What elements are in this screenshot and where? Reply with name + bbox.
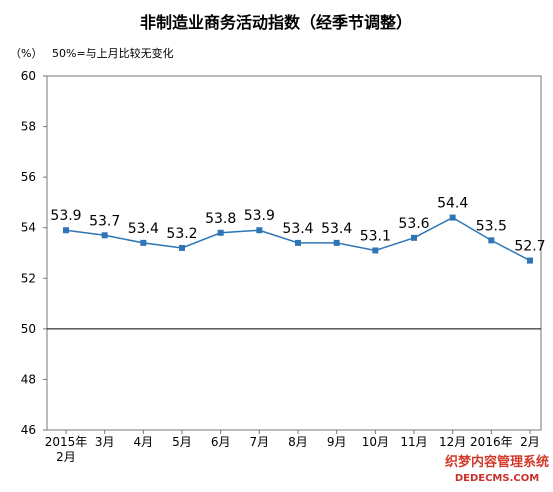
data-point-marker: [256, 227, 263, 234]
data-label: 53.4: [128, 221, 159, 237]
chart-title: 非制造业商务活动指数（经季节调整）: [140, 13, 412, 32]
data-point-marker: [63, 227, 69, 234]
data-label: 53.2: [166, 226, 197, 242]
x-tick-label: 2月: [520, 435, 540, 449]
plot-area-frame: [46, 75, 542, 431]
data-point-marker: [179, 244, 185, 251]
data-label: 53.1: [360, 228, 391, 244]
x-tick-label: 8月: [288, 435, 308, 449]
data-label: 53.8: [205, 211, 236, 227]
data-point-marker: [488, 237, 495, 244]
data-point-marker: [140, 239, 147, 246]
x-tick-label: 12月: [439, 435, 466, 449]
data-point-marker: [411, 234, 417, 241]
x-tick-label: 10月: [362, 435, 389, 449]
data-point-marker: [527, 257, 533, 264]
watermark-line-2: DEDECMS.COM: [455, 473, 539, 484]
y-axis-ticks: 60 58 56 54 52 50 48 46: [21, 69, 47, 437]
x-tick-label: 11月: [400, 435, 427, 449]
y-tick-label: 52: [21, 271, 36, 285]
x-tick-label: 6月: [211, 435, 231, 449]
data-labels-group: 53.9 53.7 53.4 53.2 53.8 53.9 53.4 53.4 53.1 53.6…: [50, 196, 545, 255]
x-axis-ticks: 2015年 2月 3月 4月 5月 6月 7月 8月 9月 10月 11月 12月 2016年 2月: [45, 430, 540, 464]
x-tick-label: 5月: [172, 435, 192, 449]
data-label: 53.5: [476, 218, 507, 234]
y-tick-label: 48: [21, 372, 36, 386]
y-tick-label: 46: [21, 423, 36, 437]
series-group: [63, 214, 533, 264]
data-label: 53.6: [398, 216, 429, 232]
y-tick-label: 60: [21, 69, 36, 83]
data-label: 52.7: [514, 239, 545, 255]
data-label: 54.4: [437, 196, 468, 212]
data-label: 53.9: [50, 208, 81, 224]
y-tick-label: 50: [21, 322, 36, 336]
chart-note: 50%=与上月比较无变化: [52, 46, 174, 60]
data-label: 53.9: [244, 208, 275, 224]
x-tick-label: 7月: [250, 435, 270, 449]
data-point-marker: [333, 239, 340, 246]
data-label: 53.4: [321, 221, 352, 237]
data-point-marker: [101, 232, 108, 239]
data-label: 53.4: [282, 221, 313, 237]
data-point-marker: [449, 214, 456, 221]
x-tick-label: 2016年: [470, 435, 513, 449]
data-label: 53.7: [89, 213, 120, 229]
x-tick-label: 3月: [95, 435, 115, 449]
watermark-line-1: 织梦内容管理系统: [445, 454, 549, 470]
y-tick-label: 58: [21, 120, 36, 134]
y-tick-label: 56: [21, 170, 36, 184]
data-point-marker: [217, 229, 224, 236]
x-tick-label: 9月: [327, 435, 347, 449]
data-point-marker: [372, 247, 379, 254]
x-tick-label: 2015年 2月: [45, 435, 88, 464]
data-point-marker: [295, 239, 301, 246]
y-tick-label: 54: [21, 221, 36, 235]
x-tick-label: 4月: [134, 435, 154, 449]
y-axis-unit-label: （%）: [10, 47, 42, 60]
